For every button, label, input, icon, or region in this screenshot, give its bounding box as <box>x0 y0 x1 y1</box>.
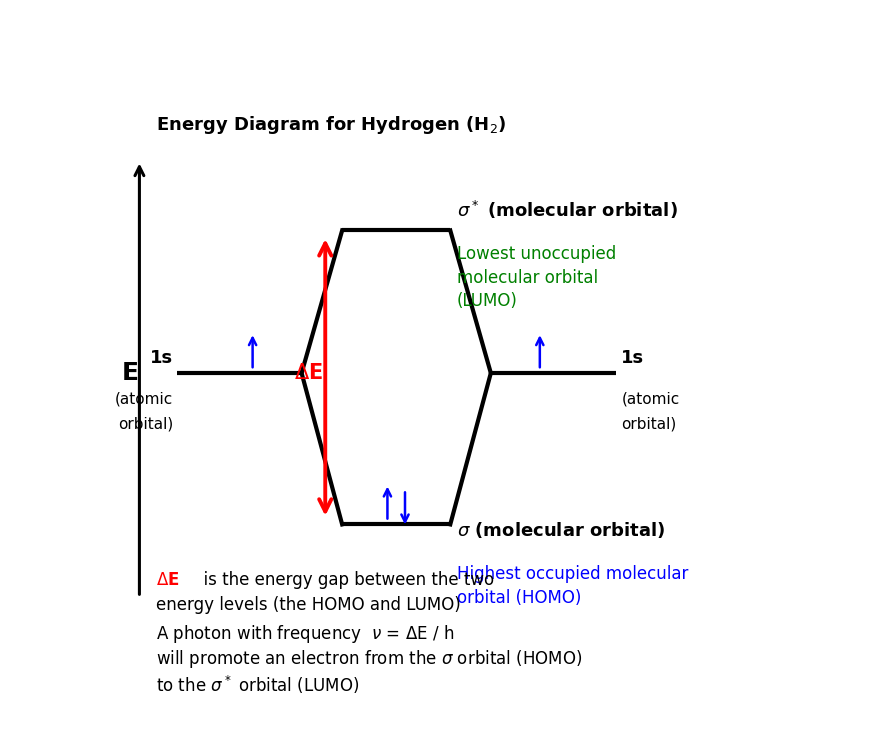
Text: $\sigma$ (molecular orbital): $\sigma$ (molecular orbital) <box>457 520 665 541</box>
Text: Lowest unoccupied
molecular orbital
(LUMO): Lowest unoccupied molecular orbital (LUM… <box>457 245 617 310</box>
Text: orbital): orbital) <box>118 417 174 432</box>
Text: $\sigma^*$ (molecular orbital): $\sigma^*$ (molecular orbital) <box>457 199 678 221</box>
Text: (atomic: (atomic <box>621 392 679 407</box>
Text: $\Delta$E: $\Delta$E <box>156 571 180 589</box>
Text: Energy Diagram for Hydrogen (H$_2$): Energy Diagram for Hydrogen (H$_2$) <box>156 114 507 136</box>
Text: (atomic: (atomic <box>115 392 174 407</box>
Text: A photon with frequency  $\nu$ = $\Delta$E / h: A photon with frequency $\nu$ = $\Delta$… <box>156 624 454 646</box>
Text: E: E <box>122 361 140 385</box>
Text: Highest occupied molecular
orbital (HOMO): Highest occupied molecular orbital (HOMO… <box>457 565 688 607</box>
Text: 1s: 1s <box>150 349 174 367</box>
Text: to the $\sigma^*$ orbital (LUMO): to the $\sigma^*$ orbital (LUMO) <box>156 674 359 696</box>
Text: will promote an electron from the $\sigma$ orbital (HOMO): will promote an electron from the $\sigm… <box>156 649 582 671</box>
Text: energy levels (the HOMO and LUMO): energy levels (the HOMO and LUMO) <box>156 596 461 614</box>
Text: is the energy gap between the two: is the energy gap between the two <box>194 571 494 589</box>
Text: 1s: 1s <box>621 349 644 367</box>
Text: $\Delta$E: $\Delta$E <box>294 363 323 383</box>
Text: orbital): orbital) <box>621 417 677 432</box>
